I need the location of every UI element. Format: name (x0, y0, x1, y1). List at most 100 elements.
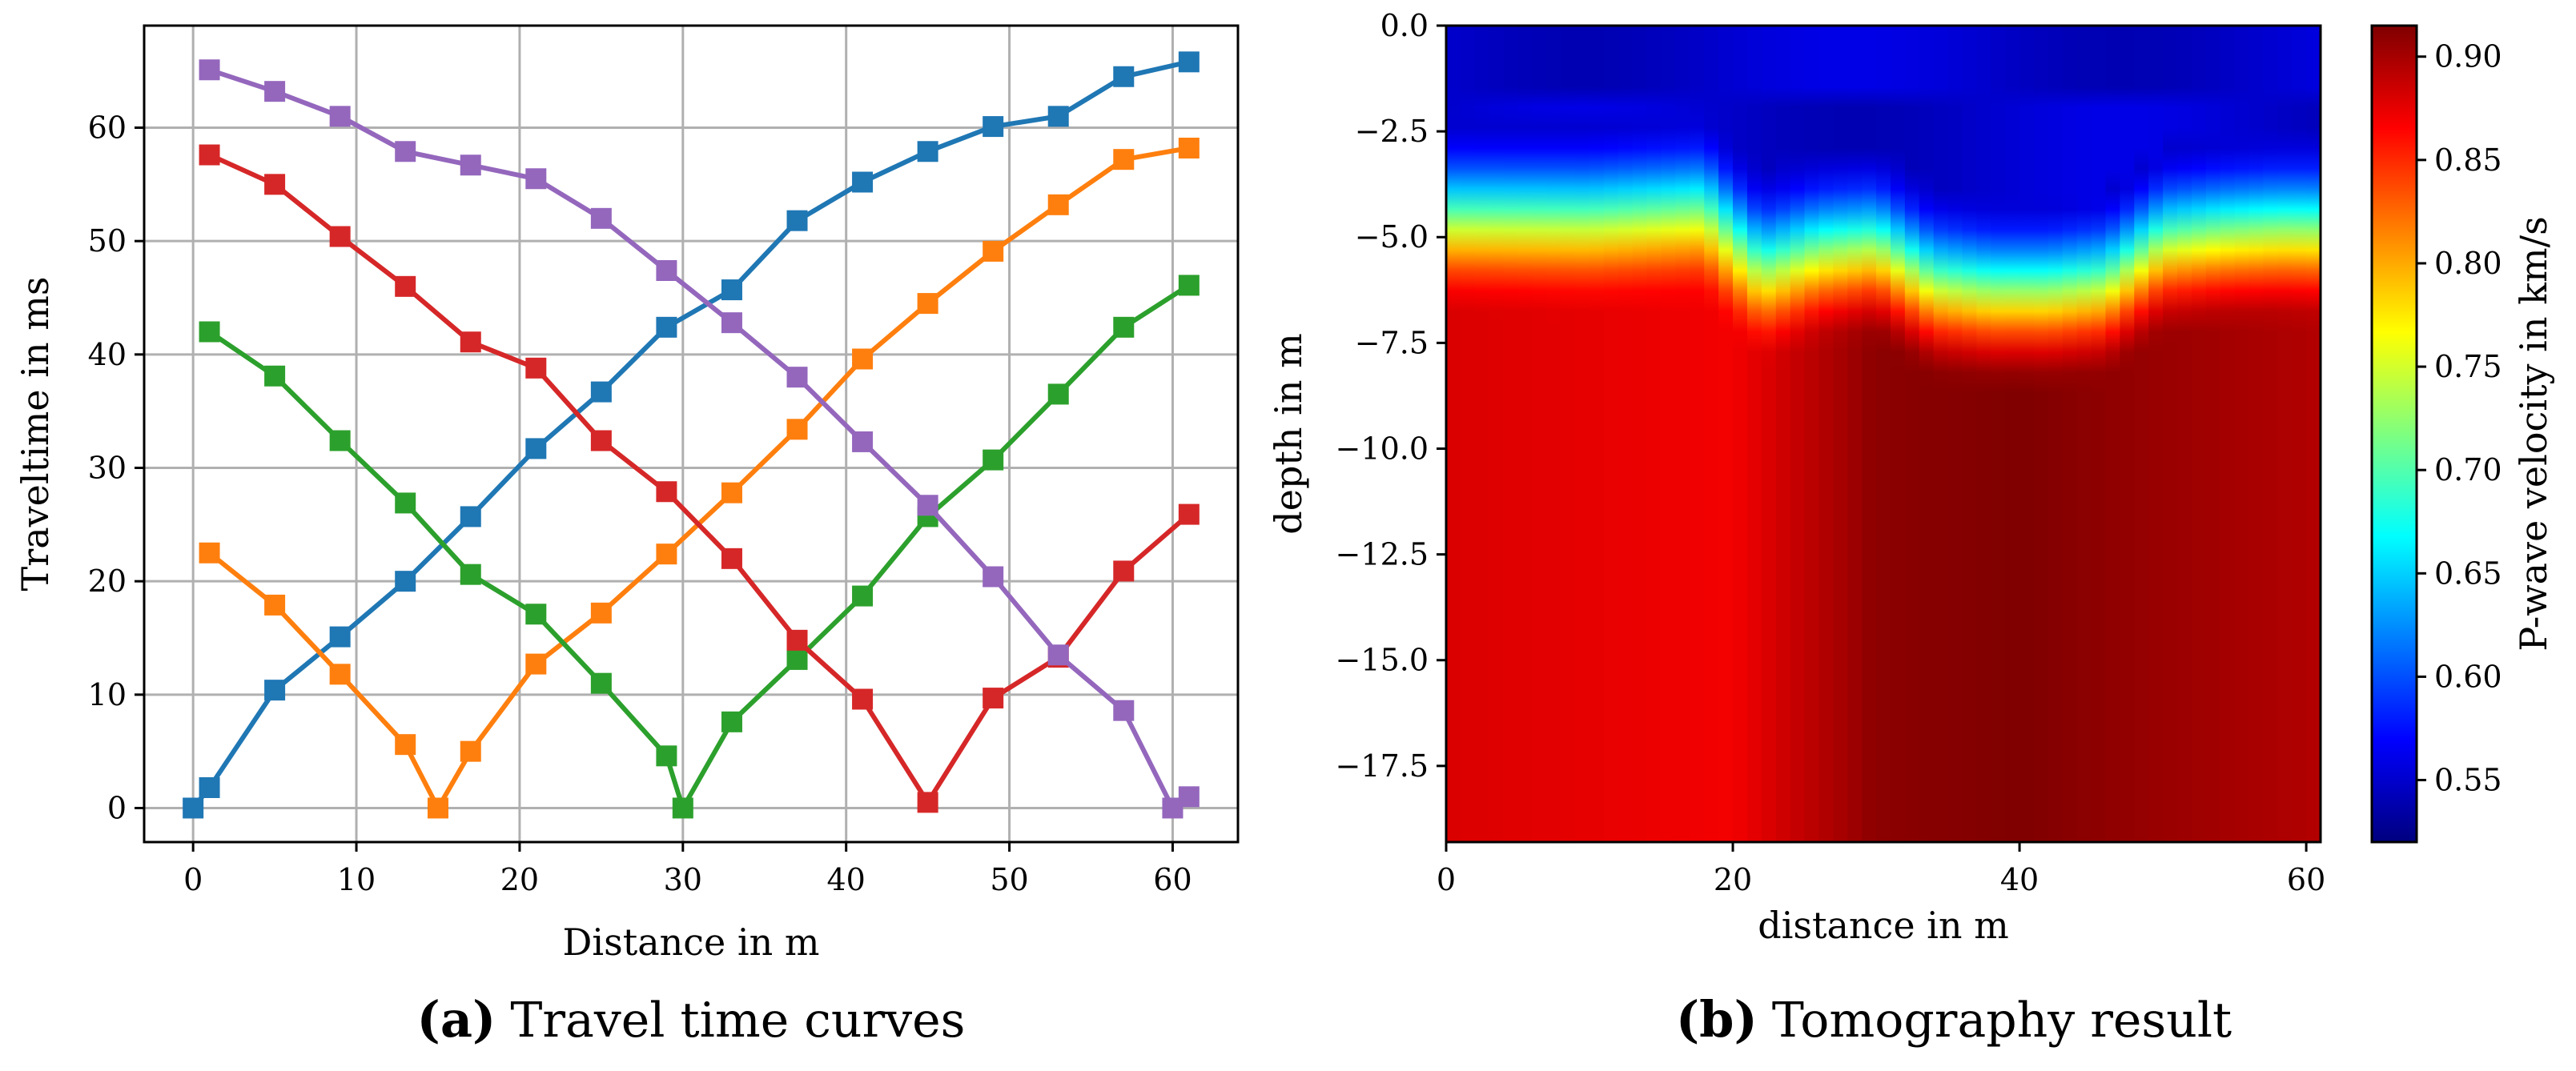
panel-a-series-3 (199, 275, 1200, 819)
panel-b-image-column (1804, 26, 1820, 842)
panel-a-data-point (1047, 194, 1069, 215)
panel-b-image-column (2076, 26, 2092, 842)
panel-a-y-tick-label: 20 (88, 564, 127, 599)
panel-a-data-point (395, 571, 416, 592)
panel-a-data-point (656, 745, 677, 767)
panel-a-frame (143, 24, 1240, 844)
panel-b-image-column (1833, 26, 1849, 842)
panel-b-x-tick-label: 20 (1714, 862, 1752, 897)
panel-b-image-column (2205, 26, 2221, 842)
panel-b-image-column (1503, 26, 1519, 842)
panel-a-data-point (786, 419, 808, 440)
panel-b-image-column (1962, 26, 1978, 842)
colorbar-tick-label: 0.70 (2434, 452, 2502, 487)
panel-b-image-column (1675, 26, 1691, 842)
panel-a-data-point (721, 482, 742, 503)
panel-a-data-point (1113, 316, 1135, 338)
panel-a-series-4 (199, 144, 1200, 813)
panel-a-data-point (656, 260, 677, 281)
panel-b-x-axis-label: distance in m (1758, 904, 2009, 947)
panel-a-x-tick-label: 50 (990, 862, 1028, 897)
panel-a-data-point (183, 797, 204, 819)
colorbar-tick-label: 0.85 (2434, 142, 2502, 178)
panel-b-caption-text: Tomography result (1772, 993, 2232, 1049)
panel-a-data-point (590, 207, 612, 229)
colorbar-label: P-wave velocity in km/s (2512, 216, 2555, 651)
panel-a-data-point (460, 564, 481, 585)
panel-b-image-column (1632, 26, 1648, 842)
panel-a-data-point (1047, 106, 1069, 127)
panel-a-x-tick-label: 10 (337, 862, 376, 897)
panel-a-x-tick-label: 60 (1153, 862, 1192, 897)
panel-a-data-point (460, 506, 481, 527)
panel-a-x-tick-label: 20 (500, 862, 539, 897)
panel-a-data-point (917, 495, 938, 516)
panel-a-data-point (1113, 149, 1135, 170)
panel-b-image-column (2163, 26, 2178, 842)
panel-b-image-column (2120, 26, 2136, 842)
panel-a-data-point (852, 585, 874, 607)
panel-a-caption-prefix: (a) (417, 990, 496, 1049)
panel-b-image-column (1991, 26, 2006, 842)
panel-b-image-column (1761, 26, 1777, 842)
panel-b-y-tick-label: −7.5 (1355, 325, 1429, 360)
panel-a-data-point (1113, 66, 1135, 87)
panel-a-y-tick-label: 0 (107, 791, 127, 826)
panel-a-data-point (852, 688, 874, 710)
panel-b-image-column (2033, 26, 2049, 842)
panel-a-data-point (917, 293, 938, 315)
panel-b-image-column (1603, 26, 1619, 842)
panel-b-image-column (1790, 26, 1806, 842)
panel-b-image-column (1704, 26, 1719, 842)
panel-a-y-tick-label: 40 (88, 337, 127, 372)
panel-a-data-point (917, 792, 938, 813)
panel-a-data-point (1178, 275, 1200, 296)
colorbar-tick-label: 0.60 (2434, 659, 2502, 694)
panel-b-image-column (2005, 26, 2020, 842)
panel-a-plot-area (144, 26, 1238, 842)
panel-a-x-tick-label: 40 (827, 862, 866, 897)
panel-a-y-ticks: 0 10 20 30 40 50 60 (88, 110, 144, 826)
panel-a-gridlines (144, 26, 1238, 842)
panel-b-y-tick-label: −5.0 (1355, 219, 1429, 255)
panel-b-image-column (2263, 26, 2279, 842)
panel-a-data-point (199, 542, 220, 564)
panel-a-data-point (460, 331, 481, 353)
panel-a-data-point (460, 154, 481, 176)
panel-a-series (183, 51, 1200, 819)
panel-b-y-tick-label: −17.5 (1336, 748, 1429, 784)
panel-b-image-column (1733, 26, 1748, 842)
panel-b-image-column (1746, 26, 1762, 842)
panel-b-image-column (2048, 26, 2064, 842)
panel-b-image-column (1818, 26, 1835, 842)
panel-b-image-column (1890, 26, 1906, 842)
panel-a-x-axis-label: Distance in m (563, 921, 820, 964)
panel-b-image-column (1446, 26, 1461, 842)
panel-a-data-point (1047, 644, 1069, 666)
panel-a-data-point (852, 431, 874, 452)
panel-a-travel-time-chart: 0 10 20 30 40 50 60 0 10 20 30 40 50 60 Distance in … (14, 24, 1240, 1049)
panel-a-data-point (525, 653, 547, 675)
panel-b-image-column (1718, 26, 1734, 842)
panel-a-y-tick-label: 60 (88, 110, 127, 146)
colorbar-tick-label: 0.55 (2434, 763, 2502, 798)
panel-b-image-column (2306, 26, 2321, 842)
panel-a-data-point (656, 316, 677, 338)
panel-b-x-tick-label: 60 (2287, 862, 2325, 897)
panel-a-data-point (264, 594, 286, 616)
panel-a-data-point (786, 648, 808, 670)
panel-b-caption-prefix: (b) (1676, 990, 1758, 1049)
colorbar-ticks: 0.55 0.60 0.65 0.70 0.75 0.80 0.85 0.90 (2417, 39, 2502, 798)
panel-a-data-point (590, 430, 612, 451)
panel-b-y-axis-label: depth in m (1267, 333, 1310, 534)
panel-a-data-point (786, 629, 808, 651)
panel-a-data-point (983, 240, 1004, 262)
panel-b-image-column (2176, 26, 2192, 842)
panel-a-data-point (329, 430, 351, 451)
panel-a-data-point (786, 210, 808, 231)
panel-a-y-tick-label: 10 (88, 677, 127, 712)
colorbar-tick-label: 0.80 (2434, 246, 2502, 281)
panel-a-data-point (983, 116, 1004, 138)
panel-b-image-column (1661, 26, 1677, 842)
